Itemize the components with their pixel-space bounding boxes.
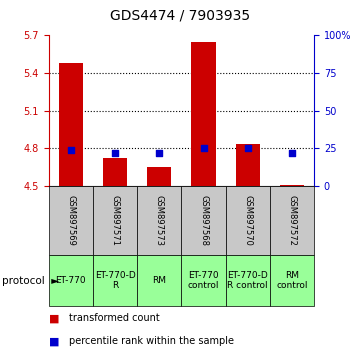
Text: RM
control: RM control — [276, 271, 308, 290]
Point — [112, 150, 118, 155]
Text: ET-770
control: ET-770 control — [188, 271, 219, 290]
Text: transformed count: transformed count — [69, 313, 159, 323]
Point — [68, 147, 74, 153]
Text: GDS4474 / 7903935: GDS4474 / 7903935 — [110, 9, 251, 23]
Text: ■: ■ — [49, 313, 59, 323]
Text: GSM897568: GSM897568 — [199, 195, 208, 246]
Bar — [59, 63, 83, 186]
Bar — [103, 158, 127, 186]
Text: ET-770-D
R: ET-770-D R — [95, 271, 135, 290]
Text: GSM897571: GSM897571 — [110, 195, 119, 246]
Point — [156, 150, 162, 155]
Text: ■: ■ — [49, 336, 59, 346]
Text: ET-770-D
R control: ET-770-D R control — [227, 271, 268, 290]
Text: GSM897570: GSM897570 — [243, 195, 252, 246]
Bar — [147, 167, 171, 186]
Text: RM: RM — [152, 276, 166, 285]
Point — [201, 145, 206, 151]
Text: GSM897573: GSM897573 — [155, 195, 164, 246]
Point — [245, 145, 251, 151]
Point — [289, 150, 295, 155]
Text: GSM897572: GSM897572 — [287, 195, 296, 246]
Text: protocol  ►: protocol ► — [2, 275, 59, 286]
Bar — [236, 144, 260, 186]
Bar — [280, 184, 304, 186]
Text: percentile rank within the sample: percentile rank within the sample — [69, 336, 234, 346]
Bar — [191, 42, 216, 186]
Text: GSM897569: GSM897569 — [66, 195, 75, 246]
Text: ET-770: ET-770 — [56, 276, 86, 285]
